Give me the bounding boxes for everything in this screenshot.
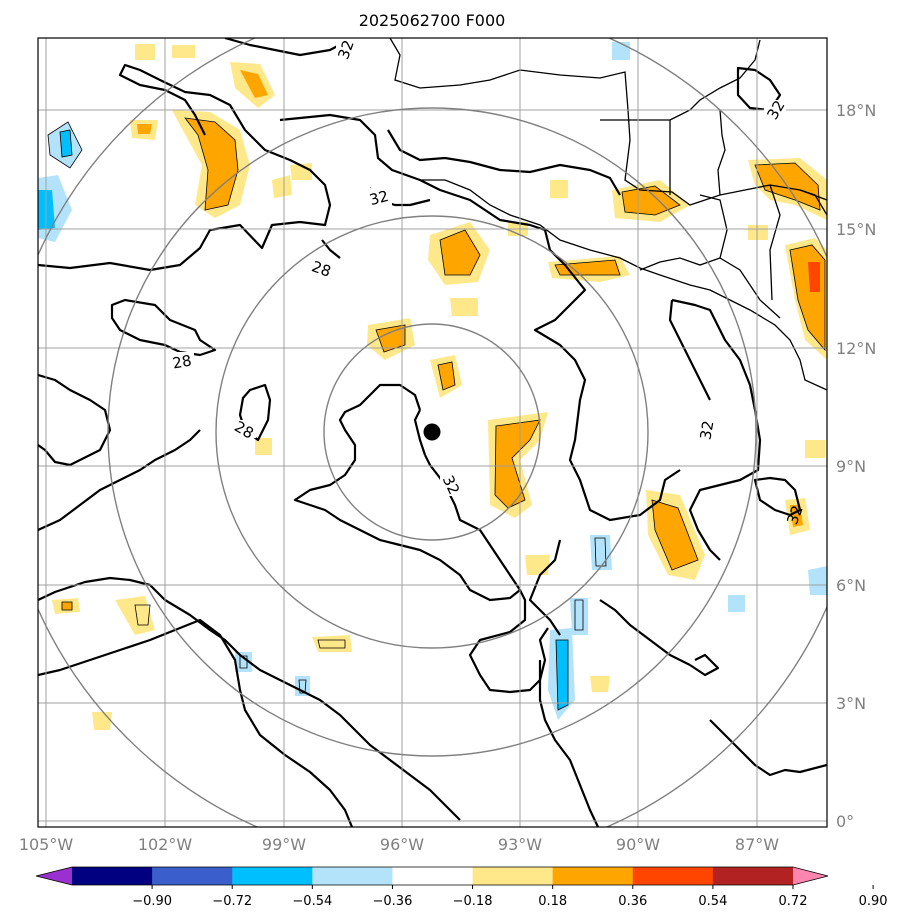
colorbar-tick-label: 0.18 [538, 894, 567, 909]
contour-label: 32 [696, 419, 717, 441]
lon-label: 102°W [138, 835, 193, 854]
map-title: 2025062700 F000 [359, 11, 506, 30]
lon-label: 96°W [380, 835, 424, 854]
contour-label: 28 [171, 351, 193, 372]
colorbar-tick-label: −0.54 [292, 894, 332, 909]
colorbar-segment [472, 867, 554, 885]
lon-label: 99°W [262, 835, 306, 854]
lat-label: 12°N [836, 339, 876, 358]
lon-label: 105°W [19, 835, 74, 854]
colorbar-tick-label: 0.72 [779, 894, 808, 909]
colorbar-extend-low [36, 867, 72, 885]
latitude-labels: 18°N 15°N 12°N 9°N 6°N 3°N 0° [836, 101, 876, 831]
colorbar-tick-label: 0.90 [859, 894, 888, 909]
colorbar: −0.90 −0.72 −0.54 −0.36 −0.18 0.18 0.36 0.54 0.7… [35, 866, 888, 909]
map-area: 32 32 28 28 28 32 32 32 32 [38, 38, 827, 827]
colorbar-tick-label: −0.36 [373, 894, 413, 909]
colorbar-segment [312, 867, 393, 885]
contour-labels: 32 32 28 28 28 32 32 32 32 [170, 38, 807, 527]
range-rings [38, 38, 827, 827]
lat-label: 9°N [836, 457, 866, 476]
colorbar-tick-label: −0.90 [132, 894, 172, 909]
colorbar-tick-label: −0.72 [212, 894, 252, 909]
colorbar-segment [712, 867, 794, 885]
colorbar-segment [72, 867, 153, 885]
lon-label: 93°W [498, 835, 542, 854]
contour-label: 28 [309, 257, 333, 280]
lat-label: 6°N [836, 576, 866, 595]
lat-label: 3°N [836, 694, 866, 713]
lon-label: 90°W [616, 835, 660, 854]
colorbar-tick-label: −0.18 [453, 894, 493, 909]
colorbar-segment [152, 867, 233, 885]
contour-label: 32 [367, 187, 390, 209]
contour-label: 32 [334, 38, 357, 62]
longitude-labels: 105°W 102°W 99°W 96°W 93°W 90°W 87°W [19, 835, 779, 854]
colorbar-tick-label: 0.54 [698, 894, 727, 909]
storm-center-marker [423, 423, 441, 441]
colorbar-outline [35, 866, 829, 886]
map-frame [37, 37, 828, 828]
lon-label: 87°W [735, 835, 779, 854]
lat-label: 0° [836, 812, 854, 831]
colorbar-segment [632, 867, 714, 885]
colorbar-tick-label: 0.36 [618, 894, 647, 909]
colorbar-segment [552, 867, 634, 885]
lat-label: 18°N [836, 101, 876, 120]
colorbar-segment [392, 867, 474, 885]
lat-lon-grid [38, 38, 827, 827]
lat-label: 15°N [836, 220, 876, 239]
colorbar-segment [232, 867, 313, 885]
contour-label: 32 [783, 503, 806, 527]
colorbar-extend-high [793, 867, 828, 885]
